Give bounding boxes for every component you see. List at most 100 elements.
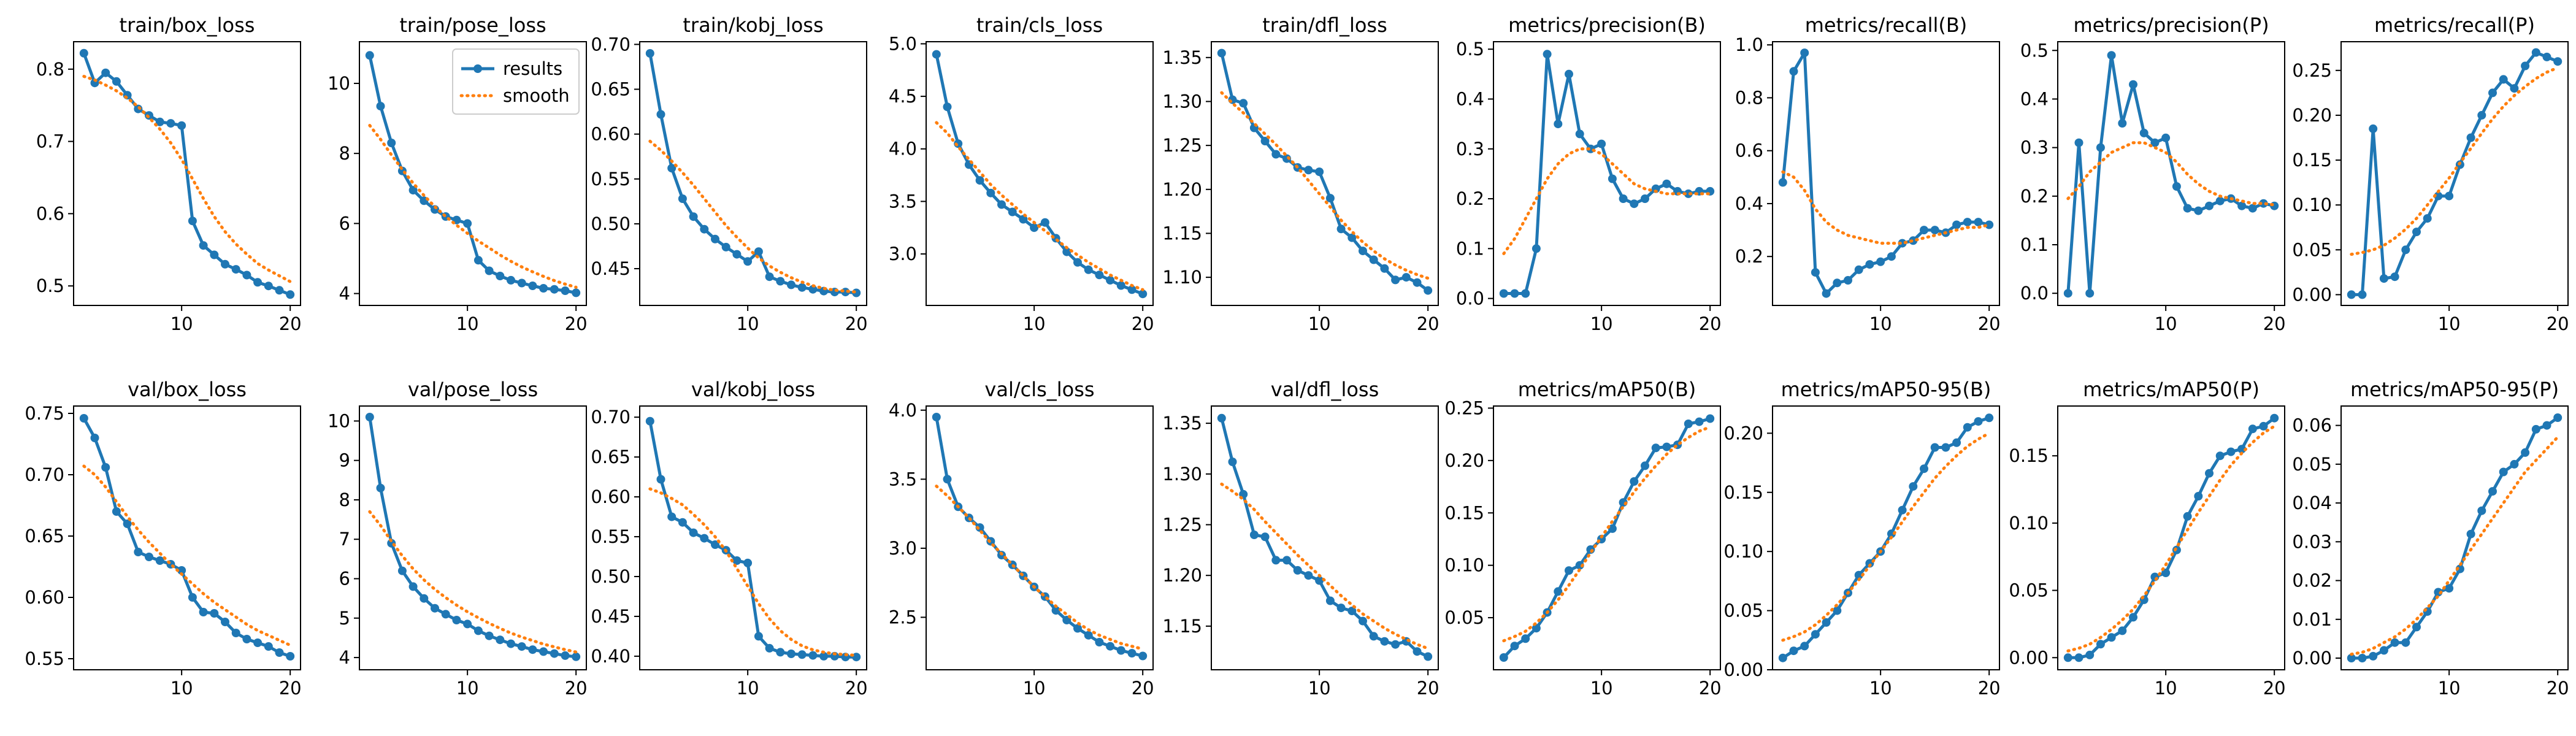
data-point xyxy=(1271,150,1281,159)
data-point xyxy=(210,250,219,259)
data-point xyxy=(754,632,763,641)
data-point xyxy=(1116,281,1125,290)
data-point xyxy=(1095,638,1104,646)
data-point xyxy=(656,475,665,484)
data-point xyxy=(2488,487,2497,496)
data-point xyxy=(2499,467,2508,477)
data-point xyxy=(1336,604,1346,613)
data-point xyxy=(199,608,208,616)
data-point xyxy=(496,635,505,645)
y-tick-label: 0.55 xyxy=(591,526,631,547)
data-point xyxy=(561,286,570,295)
data-point xyxy=(1217,48,1226,58)
data-point xyxy=(365,51,374,60)
y-tick-label: 0.70 xyxy=(591,34,631,55)
axes-frame xyxy=(1493,41,1721,306)
subplot: train/pose_loss 10 20 4 6 8 10 results smooth xyxy=(328,13,588,334)
y-tick-label: 0.25 xyxy=(1444,397,1484,418)
data-point xyxy=(2215,451,2225,461)
data-point xyxy=(387,139,396,147)
y-tick-label: 0.05 xyxy=(2292,454,2332,475)
subplot: val/box_loss 10 20 0.55 0.60 0.65 0.70 0.75 xyxy=(25,378,301,699)
axes-frame xyxy=(639,405,867,670)
subplot-title: train/box_loss xyxy=(120,13,255,37)
data-point xyxy=(754,247,763,256)
data-point xyxy=(2150,138,2160,147)
subplot: val/dfl_loss 10 20 1.15 1.20 1.25 1.30 1.35 xyxy=(1162,378,1439,699)
data-point xyxy=(1138,289,1148,299)
x-tick-label: 10 xyxy=(1308,678,1331,699)
data-point xyxy=(797,650,807,659)
data-point xyxy=(2183,512,2192,521)
data-point xyxy=(1282,556,1291,565)
data-point xyxy=(1554,120,1563,129)
data-point xyxy=(2542,52,2551,61)
series-smooth-line xyxy=(1781,170,1991,245)
subplot-title: train/pose_loss xyxy=(399,13,546,37)
data-point xyxy=(986,188,995,197)
y-tick-label: 5.0 xyxy=(889,33,917,54)
data-point xyxy=(365,413,374,421)
data-point xyxy=(2553,57,2563,66)
y-tick-label: 0.7 xyxy=(36,131,64,152)
data-point xyxy=(1239,99,1248,108)
y-tick-label: 0.5 xyxy=(1456,39,1484,59)
data-point xyxy=(1521,289,1530,298)
subplot: metrics/mAP50(P) 10 20 0.00 0.05 0.10 0.15 xyxy=(2009,378,2285,699)
data-point xyxy=(1844,276,1852,285)
y-tick-label: 0.0 xyxy=(2020,283,2049,304)
data-point xyxy=(1684,189,1693,198)
y-tick-label: 0.2 xyxy=(1456,188,1484,209)
data-point xyxy=(1695,417,1704,426)
y-tick-label: 0.00 xyxy=(1723,659,1763,680)
data-point xyxy=(2510,84,2519,93)
axes-frame xyxy=(639,41,867,306)
y-tick-label: 0.1 xyxy=(2020,234,2049,255)
data-point xyxy=(808,651,818,660)
data-point xyxy=(1380,264,1389,273)
y-tick-label: 0.65 xyxy=(591,79,631,100)
data-point xyxy=(1974,218,1983,227)
data-point xyxy=(943,102,952,112)
y-tick-label: 0.4 xyxy=(1456,88,1484,109)
data-point xyxy=(1952,438,1961,447)
data-point xyxy=(1336,224,1346,234)
y-tick-label: 1.0 xyxy=(1735,34,1763,55)
data-point xyxy=(155,556,164,565)
axes-frame xyxy=(2340,405,2569,670)
data-point xyxy=(286,290,295,299)
data-point xyxy=(997,200,1006,209)
y-tick-label: 0.05 xyxy=(1444,607,1484,628)
x-tick-label: 20 xyxy=(565,678,588,699)
data-point xyxy=(231,265,240,274)
data-point xyxy=(721,242,730,251)
data-point xyxy=(2237,445,2247,454)
data-point xyxy=(2521,61,2530,71)
x-tick-label: 20 xyxy=(845,313,868,334)
data-point xyxy=(1293,565,1302,575)
x-tick-label: 10 xyxy=(1869,313,1892,334)
x-tick-label: 20 xyxy=(1699,678,1722,699)
y-tick-label: 1.25 xyxy=(1162,515,1202,535)
data-point xyxy=(1391,275,1400,285)
data-point xyxy=(1127,285,1137,294)
data-point xyxy=(678,194,687,203)
data-point xyxy=(1789,646,1798,656)
y-tick-label: 0.50 xyxy=(591,213,631,234)
y-tick-label: 6 xyxy=(339,569,350,589)
y-tick-label: 0.15 xyxy=(2292,150,2332,171)
data-point xyxy=(2096,640,2105,649)
data-point xyxy=(528,282,537,290)
data-point xyxy=(1095,270,1104,280)
subplot-title: metrics/mAP50-95(P) xyxy=(2350,378,2559,401)
data-point xyxy=(1084,631,1093,640)
data-point xyxy=(1662,442,1671,451)
subplot: val/cls_loss 10 20 2.5 3.0 3.5 4.0 xyxy=(889,378,1154,699)
y-tick-label: 0.70 xyxy=(25,464,64,485)
data-point xyxy=(2118,626,2127,635)
data-point xyxy=(145,553,153,561)
data-point xyxy=(231,629,240,637)
data-point xyxy=(2531,48,2540,57)
y-tick-label: 7 xyxy=(339,529,350,550)
x-tick-label: 10 xyxy=(737,313,759,334)
